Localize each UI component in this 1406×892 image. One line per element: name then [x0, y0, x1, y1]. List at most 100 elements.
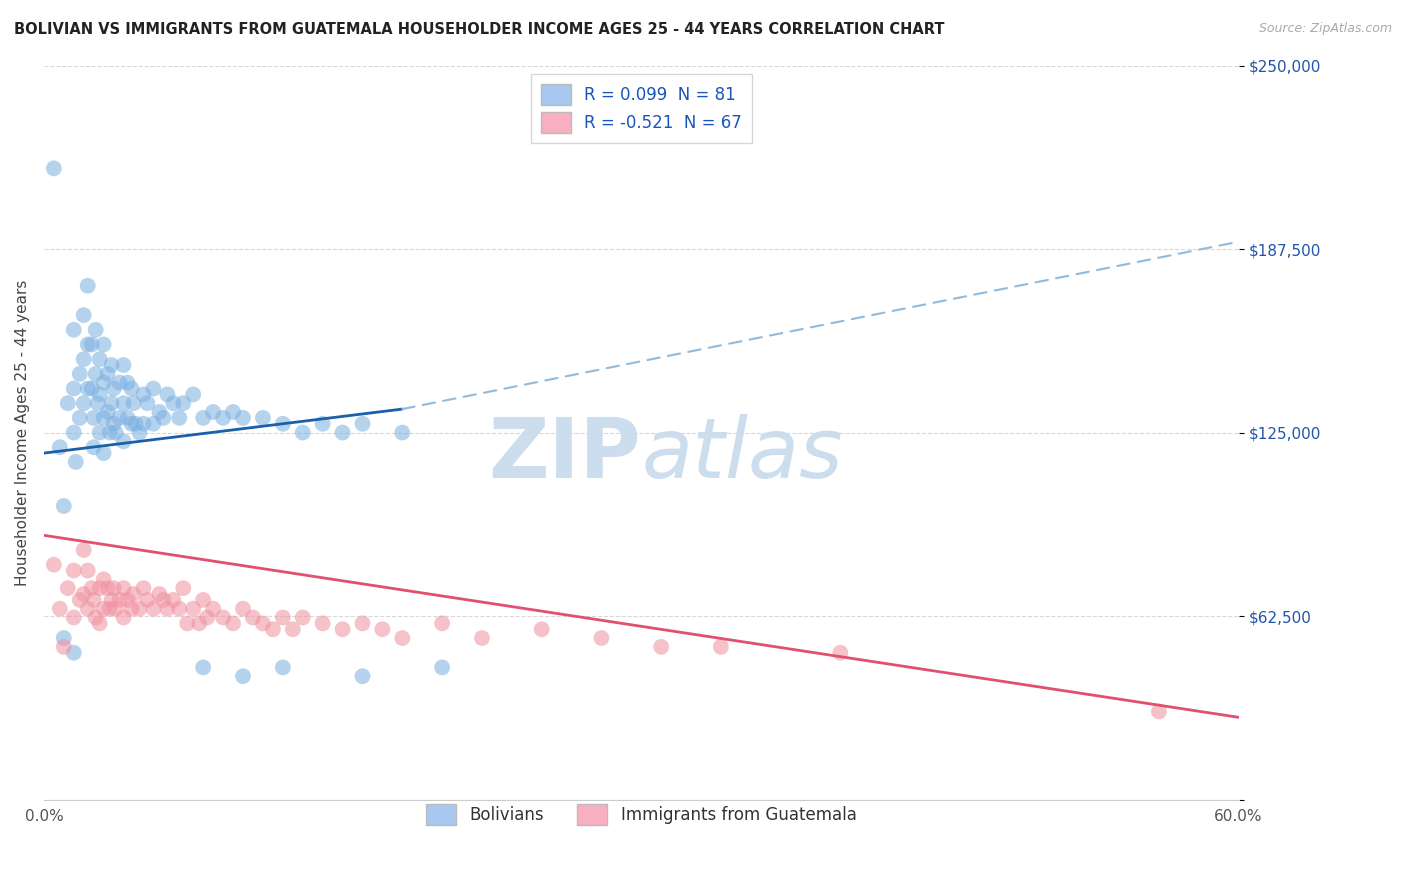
Point [591, 631, 613, 645]
Point [80, 382, 103, 396]
Point [124, 417, 146, 431]
Point [176, 616, 198, 631]
Point [89, 425, 111, 440]
Point [112, 581, 135, 595]
Point [117, 593, 139, 607]
Point [232, 601, 254, 615]
Point [471, 631, 494, 645]
Point [152, 410, 174, 425]
Point [84, 610, 107, 624]
Point [84, 323, 107, 337]
Point [122, 587, 145, 601]
Point [128, 425, 150, 440]
Point [65, 455, 87, 469]
Point [97, 581, 120, 595]
Point [162, 396, 184, 410]
Point [80, 581, 103, 595]
Point [202, 601, 225, 615]
Point [83, 440, 105, 454]
Point [142, 382, 165, 396]
Point [104, 425, 127, 440]
Point [136, 396, 159, 410]
Point [121, 417, 143, 431]
Point [86, 396, 108, 410]
Point [112, 358, 135, 372]
Point [148, 405, 170, 419]
Point [93, 601, 115, 615]
Point [69, 410, 91, 425]
Point [93, 376, 115, 390]
Point [242, 610, 264, 624]
Point [103, 417, 125, 431]
Point [281, 622, 304, 636]
Point [162, 593, 184, 607]
Point [76, 601, 98, 615]
Point [650, 640, 672, 654]
Point [232, 410, 254, 425]
Point [69, 367, 91, 381]
Point [89, 581, 111, 595]
Point [430, 660, 453, 674]
Y-axis label: Householder Income Ages 25 - 44 years: Householder Income Ages 25 - 44 years [15, 279, 30, 586]
Point [108, 593, 131, 607]
Point [42, 558, 65, 572]
Point [391, 425, 413, 440]
Point [391, 631, 413, 645]
Point [148, 587, 170, 601]
Point [156, 601, 179, 615]
Point [103, 581, 125, 595]
Point [193, 410, 215, 425]
Text: Source: ZipAtlas.com: Source: ZipAtlas.com [1258, 22, 1392, 36]
Point [100, 358, 122, 372]
Point [271, 660, 294, 674]
Point [212, 610, 235, 624]
Point [352, 417, 374, 431]
Point [193, 593, 215, 607]
Point [112, 396, 135, 410]
Point [122, 396, 145, 410]
Point [142, 417, 165, 431]
Point [830, 646, 852, 660]
Point [181, 387, 204, 401]
Point [62, 646, 84, 660]
Point [97, 405, 120, 419]
Point [52, 640, 75, 654]
Point [169, 601, 191, 615]
Point [62, 564, 84, 578]
Point [311, 417, 333, 431]
Point [83, 410, 105, 425]
Point [73, 543, 96, 558]
Point [62, 323, 84, 337]
Point [100, 396, 122, 410]
Point [93, 446, 115, 460]
Point [93, 337, 115, 351]
Point [108, 410, 131, 425]
Point [89, 616, 111, 631]
Point [52, 631, 75, 645]
Point [132, 581, 155, 595]
Point [710, 640, 733, 654]
Point [49, 601, 72, 615]
Point [73, 308, 96, 322]
Point [352, 669, 374, 683]
Point [222, 616, 245, 631]
Point [62, 425, 84, 440]
Point [103, 382, 125, 396]
Legend: Bolivians, Immigrants from Guatemala: Bolivians, Immigrants from Guatemala [416, 794, 866, 835]
Point [52, 499, 75, 513]
Point [121, 601, 143, 615]
Point [1147, 705, 1170, 719]
Point [142, 601, 165, 615]
Point [98, 425, 121, 440]
Point [232, 669, 254, 683]
Point [73, 352, 96, 367]
Point [108, 376, 131, 390]
Point [222, 405, 245, 419]
Point [530, 622, 553, 636]
Point [42, 161, 65, 176]
Point [76, 337, 98, 351]
Point [271, 610, 294, 624]
Text: atlas: atlas [641, 414, 842, 495]
Point [169, 410, 191, 425]
Text: ZIP: ZIP [489, 414, 641, 495]
